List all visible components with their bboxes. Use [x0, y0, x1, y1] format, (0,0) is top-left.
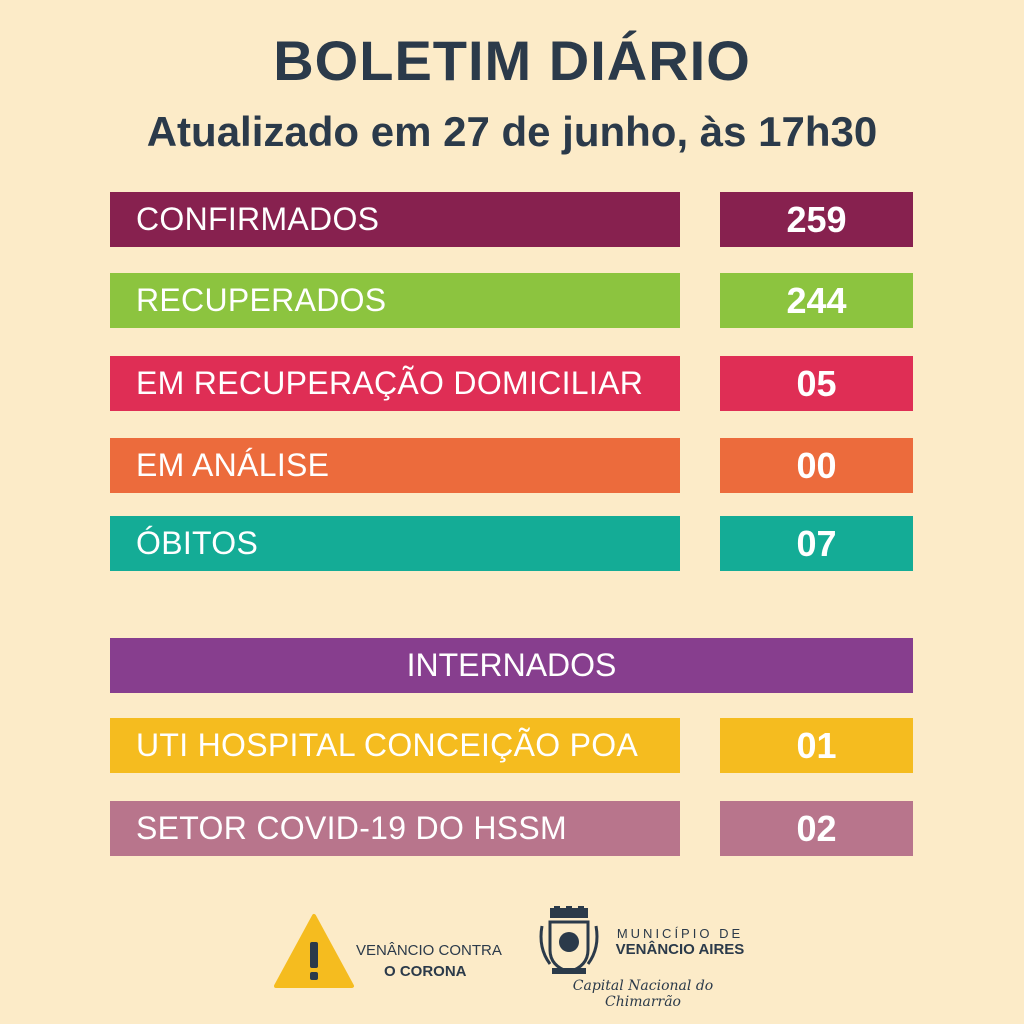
stat-value-em-analise: 00: [720, 438, 913, 493]
municipality-motto: Capital Nacional do Chimarrão: [572, 978, 714, 1010]
internados-label-uti: UTI HOSPITAL CONCEIÇÃO POA: [110, 718, 680, 773]
municipality-name: MUNICÍPIO DE VENÂNCIO AIRES: [610, 926, 750, 958]
municipality-line-2: VENÂNCIO AIRES: [615, 941, 745, 958]
campaign-line-2: O CORONA: [384, 963, 467, 980]
stat-value-confirmados: 259: [720, 192, 913, 247]
municipal-crest-icon: [539, 906, 599, 974]
stat-label-em-analise: EM ANÁLISE: [110, 438, 680, 493]
stat-label-recuperados: RECUPERADOS: [110, 273, 680, 328]
stat-value-recuperados: 244: [720, 273, 913, 328]
stat-label-obitos: ÓBITOS: [110, 516, 680, 571]
stat-label-confirmados: CONFIRMADOS: [110, 192, 680, 247]
stat-label-recuperacao-domiciliar: EM RECUPERAÇÃO DOMICILIAR: [110, 356, 680, 411]
internados-heading: INTERNADOS: [110, 638, 913, 693]
internados-value-uti: 01: [720, 718, 913, 773]
internados-value-hssm: 02: [720, 801, 913, 856]
page-title: BOLETIM DIÁRIO: [273, 29, 751, 92]
stat-value-recuperacao-domiciliar: 05: [720, 356, 913, 411]
warning-triangle-icon: [274, 914, 354, 988]
internados-label-hssm: SETOR COVID-19 DO HSSM: [110, 801, 680, 856]
campaign-line-1: VENÂNCIO CONTRA: [356, 942, 502, 959]
page-subtitle: Atualizado em 27 de junho, às 17h30: [146, 108, 878, 155]
campaign-text: VENÂNCIO CONTRA O CORONA: [356, 940, 502, 982]
municipality-line-1: MUNICÍPIO DE: [616, 926, 744, 941]
stat-value-obitos: 07: [720, 516, 913, 571]
